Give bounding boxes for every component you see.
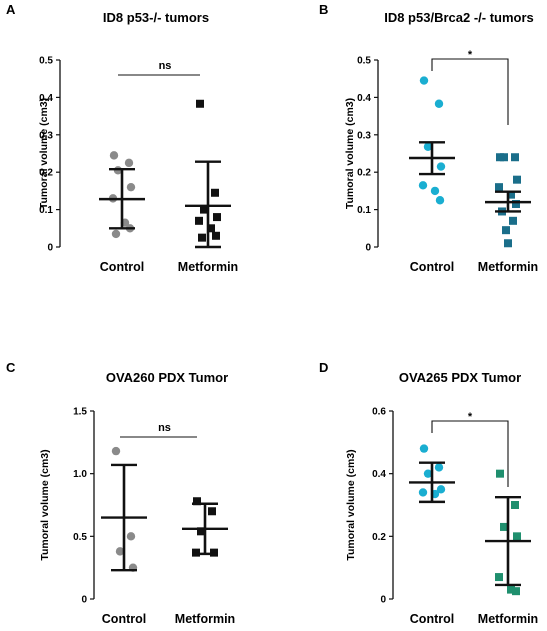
data-point — [197, 527, 205, 536]
significance-label: ns — [158, 422, 171, 434]
data-point — [111, 446, 121, 456]
x-category-label: Control — [410, 260, 454, 274]
data-point — [495, 183, 503, 192]
data-point — [512, 587, 520, 596]
significance-bracket — [431, 58, 509, 125]
panel-b: B ID8 p53/Brca2 -/- tumors 0 0.1 0.2 0.3 0.4 0.… — [319, 2, 538, 274]
y-tick-label: 0 — [365, 243, 371, 254]
data-point — [193, 497, 201, 506]
significance-bracket — [431, 420, 509, 487]
y-tick-label: 0.2 — [357, 168, 371, 179]
y-tick-label: 0 — [81, 595, 87, 606]
data-point — [195, 216, 203, 225]
data-point — [507, 190, 515, 199]
y-tick-label: 0 — [380, 595, 386, 606]
y-tick-label: 0.6 — [372, 407, 386, 418]
significance-label: ns — [159, 60, 172, 72]
data-point — [208, 507, 216, 516]
y-tick-label: 0.3 — [357, 130, 371, 141]
y-tick-label: 0.2 — [39, 168, 53, 179]
data-point — [109, 151, 119, 160]
y-axis-label: Tumoral volume (cm3) — [38, 98, 50, 209]
data-point — [496, 469, 504, 478]
data-point — [111, 229, 121, 239]
y-axis-label: Tumoral volume (cm3) — [39, 449, 51, 560]
chart-title: ID8 p53/Brca2 -/- tumors — [384, 10, 534, 25]
chart-title: ID8 p53-/- tumors — [103, 10, 209, 25]
y-tick-label: 0.3 — [39, 130, 53, 141]
data-point — [126, 182, 136, 192]
y-tick-label: 0 — [47, 243, 53, 254]
data-point — [502, 226, 510, 235]
y-tick-label: 0.1 — [39, 205, 53, 216]
data-point — [192, 548, 200, 557]
x-category-label: Metformin — [478, 612, 538, 626]
data-point — [511, 501, 519, 509]
y-tick-label: 0.4 — [39, 93, 53, 104]
data-point — [507, 585, 515, 594]
y-tick-label: 0.1 — [357, 205, 371, 216]
y-tick-label: 0.2 — [372, 532, 386, 543]
x-category-label: Metformin — [175, 612, 235, 626]
data-point — [419, 76, 429, 85]
panel-c: C OVA260 PDX Tumor 0 0.5 1.0 1.5 Tumoral volum… — [6, 360, 235, 626]
data-point — [434, 463, 444, 472]
data-point — [434, 99, 444, 108]
data-point — [196, 99, 204, 108]
data-point — [511, 153, 519, 162]
data-point — [213, 213, 221, 222]
data-point — [495, 573, 503, 582]
y-tick-label: 0.5 — [73, 532, 87, 543]
x-category-label: Metformin — [178, 260, 238, 274]
x-category-label: Control — [100, 260, 144, 274]
data-point — [436, 485, 446, 494]
data-point — [115, 547, 125, 556]
y-tick-label: 0.4 — [357, 93, 371, 104]
data-point — [435, 196, 445, 205]
data-point — [418, 181, 428, 190]
data-point — [436, 162, 446, 171]
data-point — [419, 444, 429, 453]
y-axis-label: Tumoral volume (cm3) — [344, 98, 356, 209]
y-axis-label: Tumoral volume (cm3) — [345, 449, 357, 560]
data-point — [509, 216, 517, 225]
data-point — [207, 224, 215, 233]
panel-letter: A — [6, 2, 16, 17]
panel-letter: B — [319, 2, 328, 17]
chart-title: OVA260 PDX Tumor — [106, 370, 228, 385]
data-point — [504, 239, 512, 248]
y-tick-label: 1.0 — [73, 469, 87, 480]
data-point — [211, 188, 219, 197]
y-tick-label: 1.5 — [73, 407, 87, 418]
data-point — [430, 186, 440, 196]
data-point — [423, 469, 433, 478]
panel-a: A ID8 p53-/- tumors 0 0.1 0.2 0.3 0.4 0.5 Tumora… — [6, 2, 238, 274]
data-point — [423, 142, 433, 151]
x-category-label: Control — [410, 612, 454, 626]
y-tick-label: 0.5 — [39, 56, 53, 67]
data-point — [200, 205, 208, 214]
significance-label: * — [468, 49, 473, 61]
data-point — [500, 522, 508, 531]
data-point — [513, 175, 521, 184]
data-point — [126, 532, 136, 541]
panel-letter: D — [319, 360, 328, 375]
panel-d: D OVA265 PDX Tumor 0 0.2 0.4 0.6 Tumoral volum… — [319, 360, 538, 626]
data-point — [210, 548, 218, 557]
x-category-label: Metformin — [478, 260, 538, 274]
data-point — [212, 231, 220, 240]
data-point — [124, 158, 134, 168]
data-point — [513, 532, 521, 541]
data-point — [418, 488, 428, 497]
y-tick-label: 0.4 — [372, 469, 386, 480]
panel-letter: C — [6, 360, 16, 375]
data-point — [500, 153, 508, 162]
significance-label: * — [468, 411, 473, 423]
chart-title: OVA265 PDX Tumor — [399, 370, 521, 385]
data-point — [512, 199, 520, 208]
data-point — [198, 233, 206, 242]
y-tick-label: 0.5 — [357, 56, 371, 67]
x-category-label: Control — [102, 612, 146, 626]
